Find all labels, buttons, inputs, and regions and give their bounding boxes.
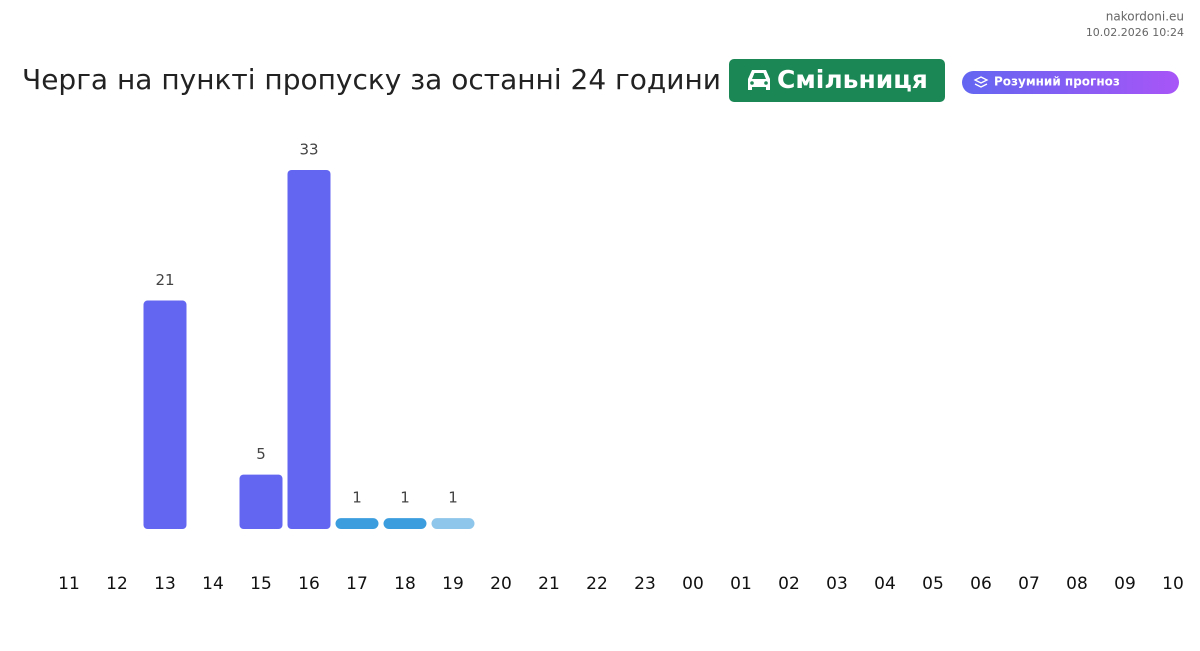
x-tick-label: 16 — [298, 574, 320, 594]
x-tick-label: 02 — [778, 574, 800, 594]
x-tick-label: 00 — [682, 574, 704, 594]
x-tick-label: 10 — [1162, 574, 1184, 594]
site: nakordoni.eu — [1106, 10, 1184, 24]
x-tick-label: 15 — [250, 574, 272, 594]
car-icon — [748, 70, 770, 90]
x-tick-label: 01 — [730, 574, 752, 594]
x-tick-label: 05 — [922, 574, 944, 594]
value-label: 5 — [256, 445, 266, 463]
x-tick-label: 09 — [1114, 574, 1136, 594]
value-label: 33 — [299, 141, 318, 159]
value-label: 1 — [352, 489, 362, 507]
bar — [335, 518, 379, 529]
bar — [383, 518, 427, 529]
bar — [143, 300, 187, 529]
checkpoint-name: Смільниця — [777, 65, 928, 94]
forecast-label: Розумний прогноз — [994, 75, 1120, 89]
value-label: 1 — [400, 489, 410, 507]
x-tick-label: 07 — [1018, 574, 1040, 594]
bar — [287, 170, 331, 529]
x-tick-label: 03 — [826, 574, 848, 594]
x-tick-label: 18 — [394, 574, 416, 594]
x-tick-label: 12 — [106, 574, 128, 594]
value-label: 1 — [448, 489, 458, 507]
bar — [239, 474, 283, 529]
x-tick-label: 19 — [442, 574, 464, 594]
bar — [431, 518, 475, 529]
chart-title: Черга на пункті пропуску за останні 24 г… — [22, 63, 721, 96]
x-tick-label: 23 — [634, 574, 656, 594]
layers-icon — [973, 76, 989, 88]
x-tick-label: 14 — [202, 574, 224, 594]
forecast-badge[interactable] — [962, 71, 1179, 94]
value-label: 21 — [155, 271, 174, 289]
x-tick-label: 13 — [154, 574, 176, 594]
x-tick-label: 20 — [490, 574, 512, 594]
x-tick-label: 08 — [1066, 574, 1088, 594]
x-tick-label: 21 — [538, 574, 560, 594]
timestamp: 10.02.2026 10:24 — [1086, 26, 1184, 39]
x-tick-label: 06 — [970, 574, 992, 594]
checkpoint-badge — [729, 59, 945, 102]
x-tick-label: 04 — [874, 574, 896, 594]
x-tick-label: 22 — [586, 574, 608, 594]
x-tick-label: 17 — [346, 574, 368, 594]
x-tick-label: 11 — [58, 574, 80, 594]
